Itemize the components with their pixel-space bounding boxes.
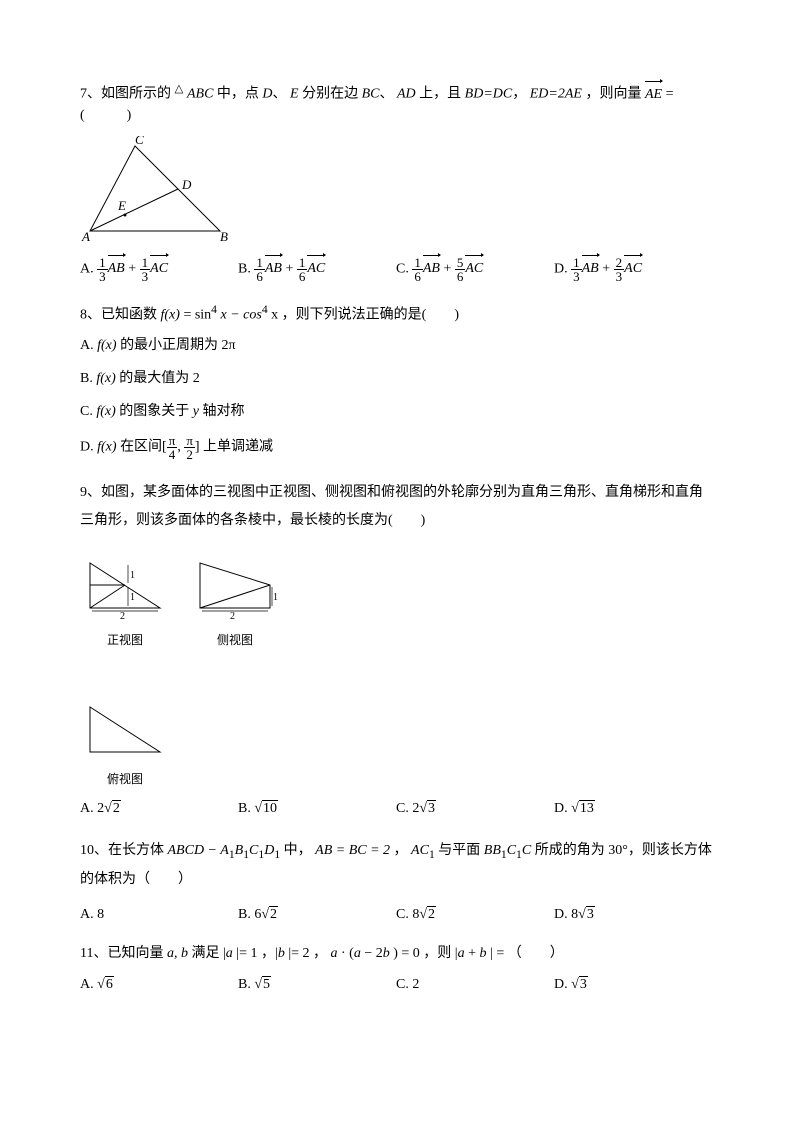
- question-10: 10、在长方体 ABCD − A1B1C1D1 中， AB = BC = 2 ，…: [80, 837, 714, 925]
- q9-opt-a: A. 2√2: [80, 798, 238, 819]
- q9-opt-d: D. √13: [554, 798, 712, 819]
- q7c-label: C.: [396, 261, 409, 276]
- q7b-label: B.: [238, 261, 251, 276]
- q7-bddc: BD=DC: [465, 87, 513, 102]
- q11-text: 11、已知向量 a, b 满足 |a |= 1 ，|b |= 2 ， a · (…: [80, 943, 714, 964]
- svg-text:C: C: [135, 136, 144, 147]
- q7-mid3: 上，且: [419, 87, 461, 102]
- q9-options: A. 2√2 B. √10 C. 2√3 D. √13: [80, 798, 714, 819]
- q8-opt-a: A. f(x) 的最小正周期为 2π: [80, 335, 714, 356]
- q7-opt-a: A. 13AB + 13AC: [80, 256, 238, 283]
- q11-opt-c: C. 2: [396, 974, 554, 995]
- question-11: 11、已知向量 a, b 满足 |a |= 1 ，|b |= 2 ， a · (…: [80, 943, 714, 995]
- q9-views: 1 1 2 正视图 1 2 侧视图 俯视图: [80, 545, 714, 788]
- q7-abc: ABC: [187, 87, 213, 102]
- q10-opt-a: A. 8: [80, 904, 238, 925]
- q9-front-view: 1 1 2 正视图: [80, 545, 170, 649]
- q7-options: A. 13AB + 13AC B. 16AB + 16AC C. 16AB + …: [80, 256, 714, 283]
- q7-ad: AD: [397, 87, 416, 102]
- q9-opt-c: C. 2√3: [396, 798, 554, 819]
- q7-bc: BC: [362, 87, 380, 102]
- q8-opt-c: C. f(x) 的图象关于 y 轴对称: [80, 401, 714, 422]
- svg-text:2: 2: [120, 611, 125, 622]
- q8-opt-d: D. f(x) 在区间[π4, π2] 上单调递减: [80, 434, 714, 461]
- q7-opt-c: C. 16AB + 56AC: [396, 256, 554, 283]
- q7-d: D: [262, 87, 272, 102]
- q11-opt-d: D. √3: [554, 974, 712, 995]
- q7-text: 7、如图所示的 △ ABC 中，点 D、 E 分别在边 BC、 AD 上，且 B…: [80, 80, 714, 126]
- q10-opt-b: B. 6√2: [238, 904, 396, 925]
- svg-text:1: 1: [273, 592, 278, 603]
- q7-mid2: 分别在边: [302, 87, 358, 102]
- svg-text:1: 1: [130, 570, 135, 581]
- q7-mid4: ，则向量: [585, 87, 641, 102]
- question-7: 7、如图所示的 △ ABC 中，点 D、 E 分别在边 BC、 AD 上，且 B…: [80, 80, 714, 283]
- svg-text:A: A: [81, 229, 90, 244]
- q7-prefix: 7、如图所示的: [80, 87, 171, 102]
- svg-text:1: 1: [130, 592, 135, 603]
- q7a-label: A.: [80, 261, 94, 276]
- q11-opt-b: B. √5: [238, 974, 396, 995]
- q7-opt-b: B. 16AB + 16AC: [238, 256, 396, 283]
- q9-side-view: 1 2 侧视图: [190, 545, 280, 649]
- svg-text:B: B: [220, 229, 228, 244]
- svg-text:2: 2: [230, 611, 235, 622]
- q10-opt-d: D. 8√3: [554, 904, 712, 925]
- q11-opt-a: A. √6: [80, 974, 238, 995]
- q7-ed2ae: ED=2AE: [530, 87, 582, 102]
- q10-opt-c: C. 8√2: [396, 904, 554, 925]
- q9-opt-b: B. √10: [238, 798, 396, 819]
- q8-text: 8、已知函数 f(x) = sin4 x − cos4 x ，则下列说法正确的是…: [80, 301, 714, 326]
- svg-text:E: E: [117, 198, 126, 213]
- q10-text: 10、在长方体 ABCD − A1B1C1D1 中， AB = BC = 2 ，…: [80, 837, 714, 894]
- q7-mid1: 中，点: [217, 87, 259, 102]
- question-8: 8、已知函数 f(x) = sin4 x − cos4 x ，则下列说法正确的是…: [80, 301, 714, 462]
- q10-options: A. 8 B. 6√2 C. 8√2 D. 8√3: [80, 904, 714, 925]
- q8-opt-b: B. f(x) 的最大值为 2: [80, 368, 714, 389]
- q9-text: 9、如图，某多面体的三视图中正视图、侧视图和俯视图的外轮廓分别为直角三角形、直角…: [80, 479, 714, 535]
- q7-aevec: AE: [645, 84, 662, 105]
- q7-e: E: [290, 87, 299, 102]
- q7-opt-d: D. 13AB + 23AC: [554, 256, 712, 283]
- q9-top-view: 俯视图: [80, 689, 170, 788]
- q7d-label: D.: [554, 261, 568, 276]
- q7-diagram: A B C D E: [80, 136, 230, 246]
- q11-options: A. √6 B. √5 C. 2 D. √3: [80, 974, 714, 995]
- svg-text:D: D: [181, 177, 192, 192]
- question-9: 9、如图，某多面体的三视图中正视图、侧视图和俯视图的外轮廓分别为直角三角形、直角…: [80, 479, 714, 819]
